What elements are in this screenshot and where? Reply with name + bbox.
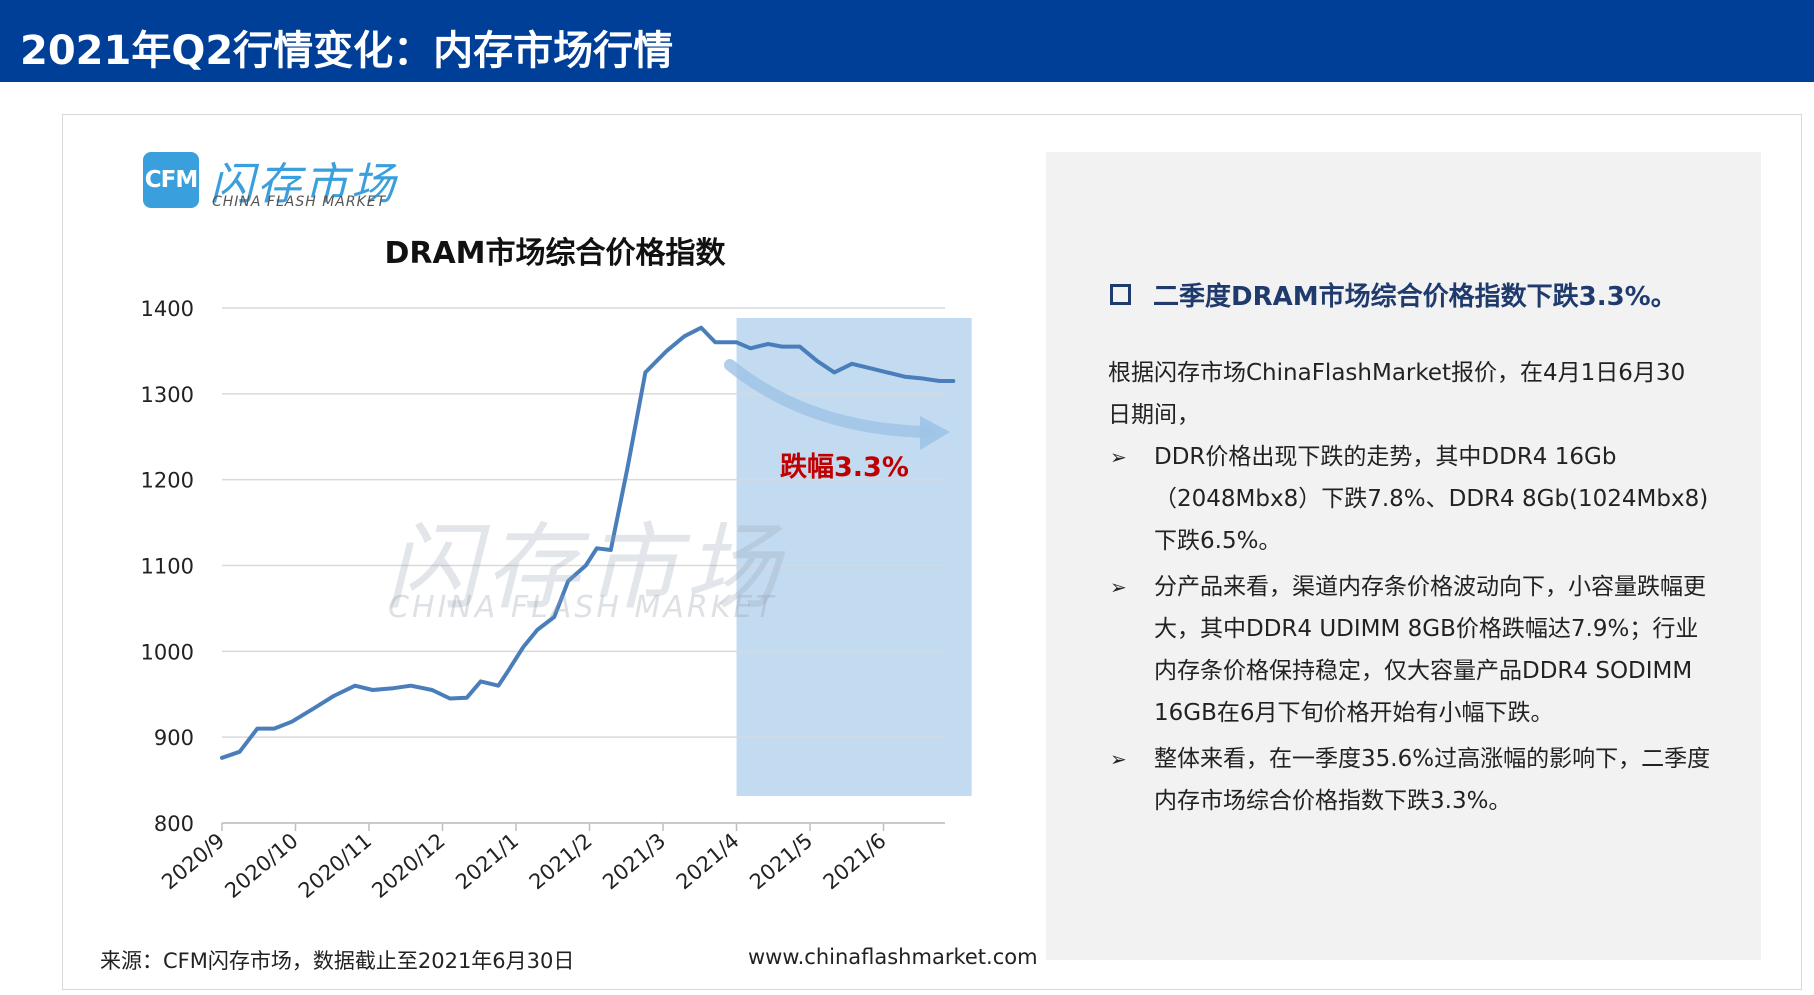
x-tick-label: 2021/3: [598, 828, 670, 894]
y-tick-label: 1000: [141, 640, 194, 664]
website-link[interactable]: www.chinaflashmarket.com: [748, 945, 1038, 969]
x-tick-label: 2021/2: [525, 828, 597, 894]
decline-annotation: 跌幅3.3%: [780, 452, 909, 483]
bullet-text: 分产品来看，渠道内存条价格波动向下，小容量跌幅更大，其中DDR4 UDIMM 8…: [1154, 574, 1706, 726]
x-tick-label: 2021/6: [819, 828, 891, 894]
y-tick-label: 1100: [141, 555, 194, 579]
chart-title: DRAM市场综合价格指数: [384, 236, 726, 271]
y-tick-label: 1200: [141, 469, 194, 493]
page-title: 2021年Q2行情变化：内存市场行情: [20, 28, 674, 74]
header-bar: 2021年Q2行情变化：内存市场行情: [0, 0, 1814, 82]
square-bullet-icon: [1110, 284, 1131, 305]
watermark-cn: 闪存市场: [385, 514, 786, 623]
arrow-bullet-icon: ➢: [1110, 747, 1127, 771]
summary-intro: 根据闪存市场ChinaFlashMarket报价，在4月1日6月30日期间，: [1108, 360, 1686, 428]
x-tick-label: 2021/1: [451, 828, 523, 894]
decline-arrow-icon: [724, 359, 936, 438]
arrow-bullet-icon: ➢: [1110, 575, 1127, 599]
y-tick-label: 1400: [141, 297, 194, 321]
x-tick-label: 2020/9: [157, 828, 229, 894]
logo-name-en: CHINA FLASH MARKET: [212, 194, 387, 210]
summary-heading: 二季度DRAM市场综合价格指数下跌3.3%。: [1110, 276, 1677, 313]
x-tick-label: 2020/12: [367, 828, 449, 902]
summary-panel: [1046, 152, 1761, 960]
logo-name-cn: 闪存市场: [210, 159, 398, 210]
cfm-logo-badge: CFM: [143, 152, 199, 208]
y-tick-label: 900: [154, 726, 194, 750]
summary-heading-text: 二季度DRAM市场综合价格指数下跌3.3%。: [1153, 282, 1677, 312]
decline-arrowhead-icon: [920, 416, 950, 450]
x-tick-label: 2020/10: [220, 828, 302, 902]
bullet-text: 整体来看，在一季度35.6%过高涨幅的影响下，二季度内存市场综合价格指数下跌3.…: [1154, 746, 1711, 814]
y-tick-label: 1300: [141, 383, 194, 407]
x-tick-label: 2021/4: [672, 828, 744, 894]
watermark-en: CHINA FLASH MARKET: [388, 590, 777, 625]
bullet-text: DDR价格出现下跌的走势，其中DDR4 16Gb（2048Mbx8）下跌7.8%…: [1154, 444, 1709, 554]
data-source-note: 来源：CFM闪存市场，数据截止至2021年6月30日: [100, 949, 575, 973]
x-tick-label: 2021/5: [745, 828, 817, 894]
arrow-bullet-icon: ➢: [1110, 445, 1127, 469]
y-tick-label: 800: [154, 812, 194, 836]
bullet-item: ➢ 分产品来看，渠道内存条价格波动向下，小容量跌幅更大，其中DDR4 UDIMM …: [1108, 566, 1718, 734]
series-line: [220, 325, 956, 760]
summary-bullet-list: ➢ DDR价格出现下跌的走势，其中DDR4 16Gb（2048Mbx8）下跌7.8…: [1108, 436, 1718, 826]
bullet-item: ➢ DDR价格出现下跌的走势，其中DDR4 16Gb（2048Mbx8）下跌7.8…: [1108, 436, 1718, 562]
x-tick-label: 2020/11: [294, 828, 376, 902]
bullet-item: ➢ 整体来看，在一季度35.6%过高涨幅的影响下，二季度内存市场综合价格指数下跌3…: [1108, 738, 1718, 822]
